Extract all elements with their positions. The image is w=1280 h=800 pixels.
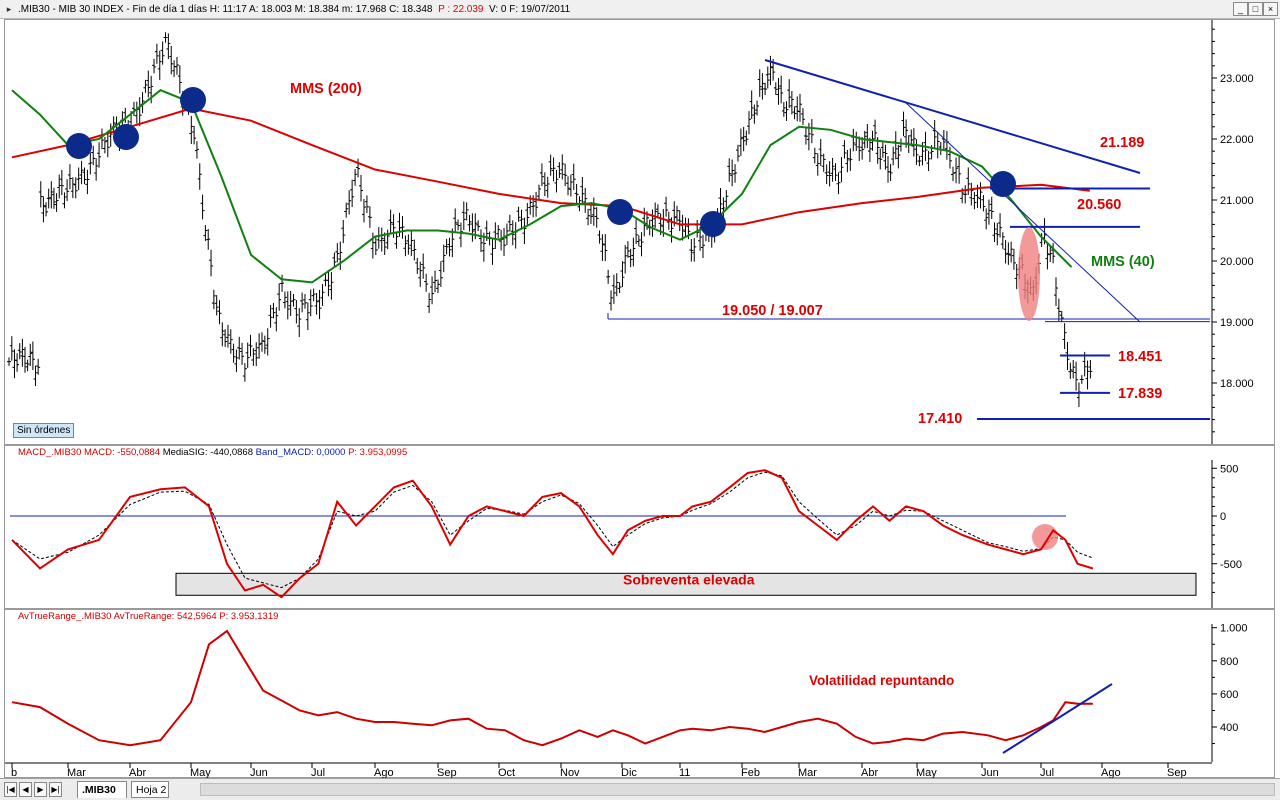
breakdown-highlight [1018,227,1040,321]
macd-panel [4,445,1275,609]
window-titlebar: ▸ .MIB30 - MIB 30 INDEX - Fin de día 1 d… [0,0,1280,19]
minimize-icon[interactable]: _ [1233,2,1248,16]
atr-axis-label: 800 [1220,656,1238,668]
crossover-marker [700,211,726,237]
time-axis-label: Ago [374,767,394,778]
time-axis-label: Dic [621,767,637,778]
atr-trendline [1002,683,1113,754]
time-axis-label: Mar [798,767,817,778]
crossover-marker [607,199,633,225]
macd-legend-price: P: 3.953,0995 [348,447,408,458]
price-axis-label: 20.000 [1220,256,1254,268]
crossover-marker [113,124,139,150]
oversold-label: Sobreventa elevada [623,571,755,587]
moving-averages [11,89,1090,284]
prev-sheet-icon[interactable]: ◀ [19,782,32,797]
oversold-zone [175,572,1197,596]
sheet-tab-mib30[interactable]: .MIB30 [77,781,127,798]
title-price: P : 22.039 [438,4,484,15]
crossover-marker [990,171,1016,197]
time-axis-label: Jun [981,767,999,778]
time-axis-label: May [190,767,211,778]
macd-legend-band: Band_MACD: 0,0000 [255,447,346,458]
price-panel [4,19,1275,445]
time-axis-label: b [11,767,17,778]
price-bars [7,32,1093,408]
time-axis-label: Nov [560,767,580,778]
volatility-label: Volatilidad repuntando [809,673,954,688]
time-axis-label: Jul [311,767,325,778]
next-sheet-icon[interactable]: ▶ [34,782,47,797]
macd-signal-line [11,471,1094,589]
time-axis-label: Jun [250,767,268,778]
secondary-trendline [904,101,1141,323]
time-axis-label: May [916,767,937,778]
price-axis: 18.000 19.000 20.000 21.000 22.000 23.000 [1211,20,1254,444]
level-21189-label: 21.189 [1100,135,1144,151]
time-axis-label: Feb [741,767,760,778]
level-18451-label: 18.451 [1118,349,1162,365]
atr-legend-price: P: 3.953,1319 [219,611,279,622]
macd-axis-label: 0 [1220,511,1226,523]
atr-axis-label: 600 [1220,689,1238,701]
time-axis: b Mar Abr May Jun Jul Ago Sep Oct Nov Dic 11 Feb Mar A… [5,762,1212,778]
mms200-label: MMS (200) [290,81,362,97]
time-axis-label: Abr [129,767,146,778]
macd-line [11,469,1094,599]
close-icon[interactable]: × [1263,2,1278,16]
window-title: .MIB30 - MIB 30 INDEX - Fin de día 1 día… [18,3,570,16]
mms40-line [11,89,1073,284]
time-axis-label: Abr [861,767,878,778]
price-axis-label: 21.000 [1220,195,1254,207]
sheet-bar: |◀ ◀ ▶ ▶| .MIB30 Hoja 2 [0,778,1280,800]
atr-legend-value: AvTrueRange: 542,5964 [113,611,217,622]
time-axis-label: Sep [1167,767,1187,778]
chart-canvas: 18.000 19.000 20.000 21.000 22.000 23.000 MMS… [5,20,1254,778]
atr-chart: 1.000 800 600 400 Volatilidad repuntando [11,623,1248,762]
atr-legend-name: AvTrueRange_.MIB30 [18,611,112,622]
time-axis-label: Oct [498,767,515,778]
sheet-tab-hoja2[interactable]: Hoja 2 [131,781,169,798]
resistance-trendline [764,59,1141,174]
mms200-line [11,107,1090,226]
macd-legend-name: MACD_.MIB30 [18,447,82,458]
atr-axis-label: 400 [1220,722,1238,734]
orders-status-button[interactable]: Sin órdenes [13,423,75,438]
macd-chart: 500 0 -500 Sobreventa elevada [10,460,1242,608]
mms40-label: MMS (40) [1091,254,1155,270]
macd-axis-label: 500 [1220,463,1238,475]
time-axis-label: Sep [437,767,457,778]
macd-axis-label: -500 [1220,559,1242,571]
price-annotations: MMS (200) MMS (40) 21.189 20.560 19.050 / 19… [66,59,1210,427]
atr-panel [4,609,1275,778]
title-ohlc: .MIB30 - MIB 30 INDEX - Fin de día 1 día… [18,4,433,15]
crossover-marker [180,87,206,113]
level-20560-label: 20.560 [1077,197,1121,213]
level-17410-label: 17.410 [918,411,962,427]
macd-legend: MACD_.MIB30 MACD: -550,0884 MediaSIG: -4… [18,447,407,458]
atr-line [11,629,1093,747]
time-axis-label: 11 [679,767,690,778]
time-axis-label: Jul [1040,767,1054,778]
chart-menu-icon[interactable]: ▸ [6,4,12,14]
macd-highlight [1032,524,1058,550]
time-axis-label: Mar [67,767,86,778]
first-sheet-icon[interactable]: |◀ [4,782,17,797]
macd-legend-signal: MediaSIG: -440,0868 [162,447,253,458]
price-axis-label: 18.000 [1220,378,1254,390]
maximize-icon[interactable]: □ [1248,2,1263,16]
horizontal-scrollbar[interactable] [200,783,1275,796]
time-axis-label: Ago [1101,767,1121,778]
last-sheet-icon[interactable]: ▶| [49,782,62,797]
crossover-marker [66,133,92,159]
price-axis-label: 19.000 [1220,317,1254,329]
atr-axis-label: 1.000 [1220,623,1248,635]
macd-legend-value: MACD: -550,0884 [84,447,161,458]
price-axis-label: 22.000 [1220,134,1254,146]
title-suffix: V: 0 F: 19/07/2011 [489,4,571,15]
price-axis-label: 23.000 [1220,73,1254,85]
level-17839-label: 17.839 [1118,386,1162,402]
atr-legend: AvTrueRange_.MIB30 AvTrueRange: 542,5964… [18,611,278,622]
level-19050-label: 19.050 / 19.007 [722,303,823,319]
